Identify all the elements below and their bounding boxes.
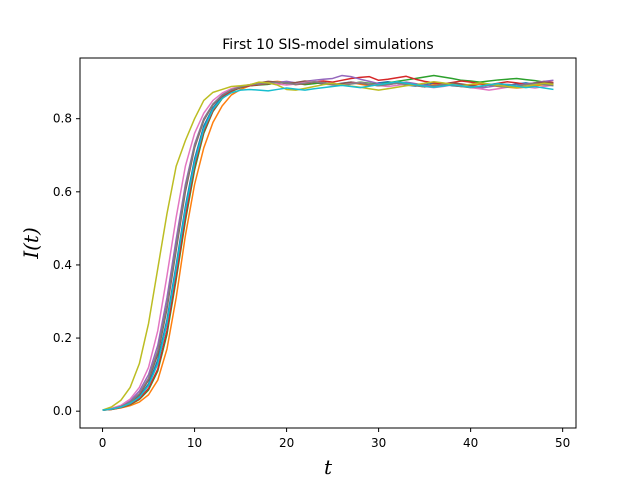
chart-title: First 10 SIS-model simulations	[222, 37, 433, 53]
x-tick-label: 20	[279, 436, 294, 450]
series-line-5	[102, 74, 554, 411]
x-tick-label: 10	[187, 436, 202, 450]
y-tick-label: 0.2	[53, 331, 72, 345]
series-line-9	[102, 81, 554, 411]
plot-frame	[79, 57, 577, 429]
x-tick-label: 50	[555, 436, 570, 450]
x-tick-label: 40	[463, 436, 478, 450]
x-tick-label: 0	[99, 436, 107, 450]
y-tick-label: 0.0	[53, 404, 72, 418]
x-tick-label: 30	[371, 436, 386, 450]
x-axis-label: t	[324, 455, 333, 479]
y-tick-label: 0.4	[53, 258, 72, 272]
y-tick-label: 0.6	[53, 185, 72, 199]
series-line-10	[102, 81, 554, 411]
y-tick-label: 0.8	[53, 112, 72, 126]
series-layer	[102, 74, 554, 411]
y-axis-label: I(t)	[19, 227, 43, 260]
y-axis-ticks: 0.0 0.2 0.4 0.6 0.8	[53, 112, 80, 418]
x-axis-ticks: 0 10 20 30 40 50	[99, 428, 570, 450]
